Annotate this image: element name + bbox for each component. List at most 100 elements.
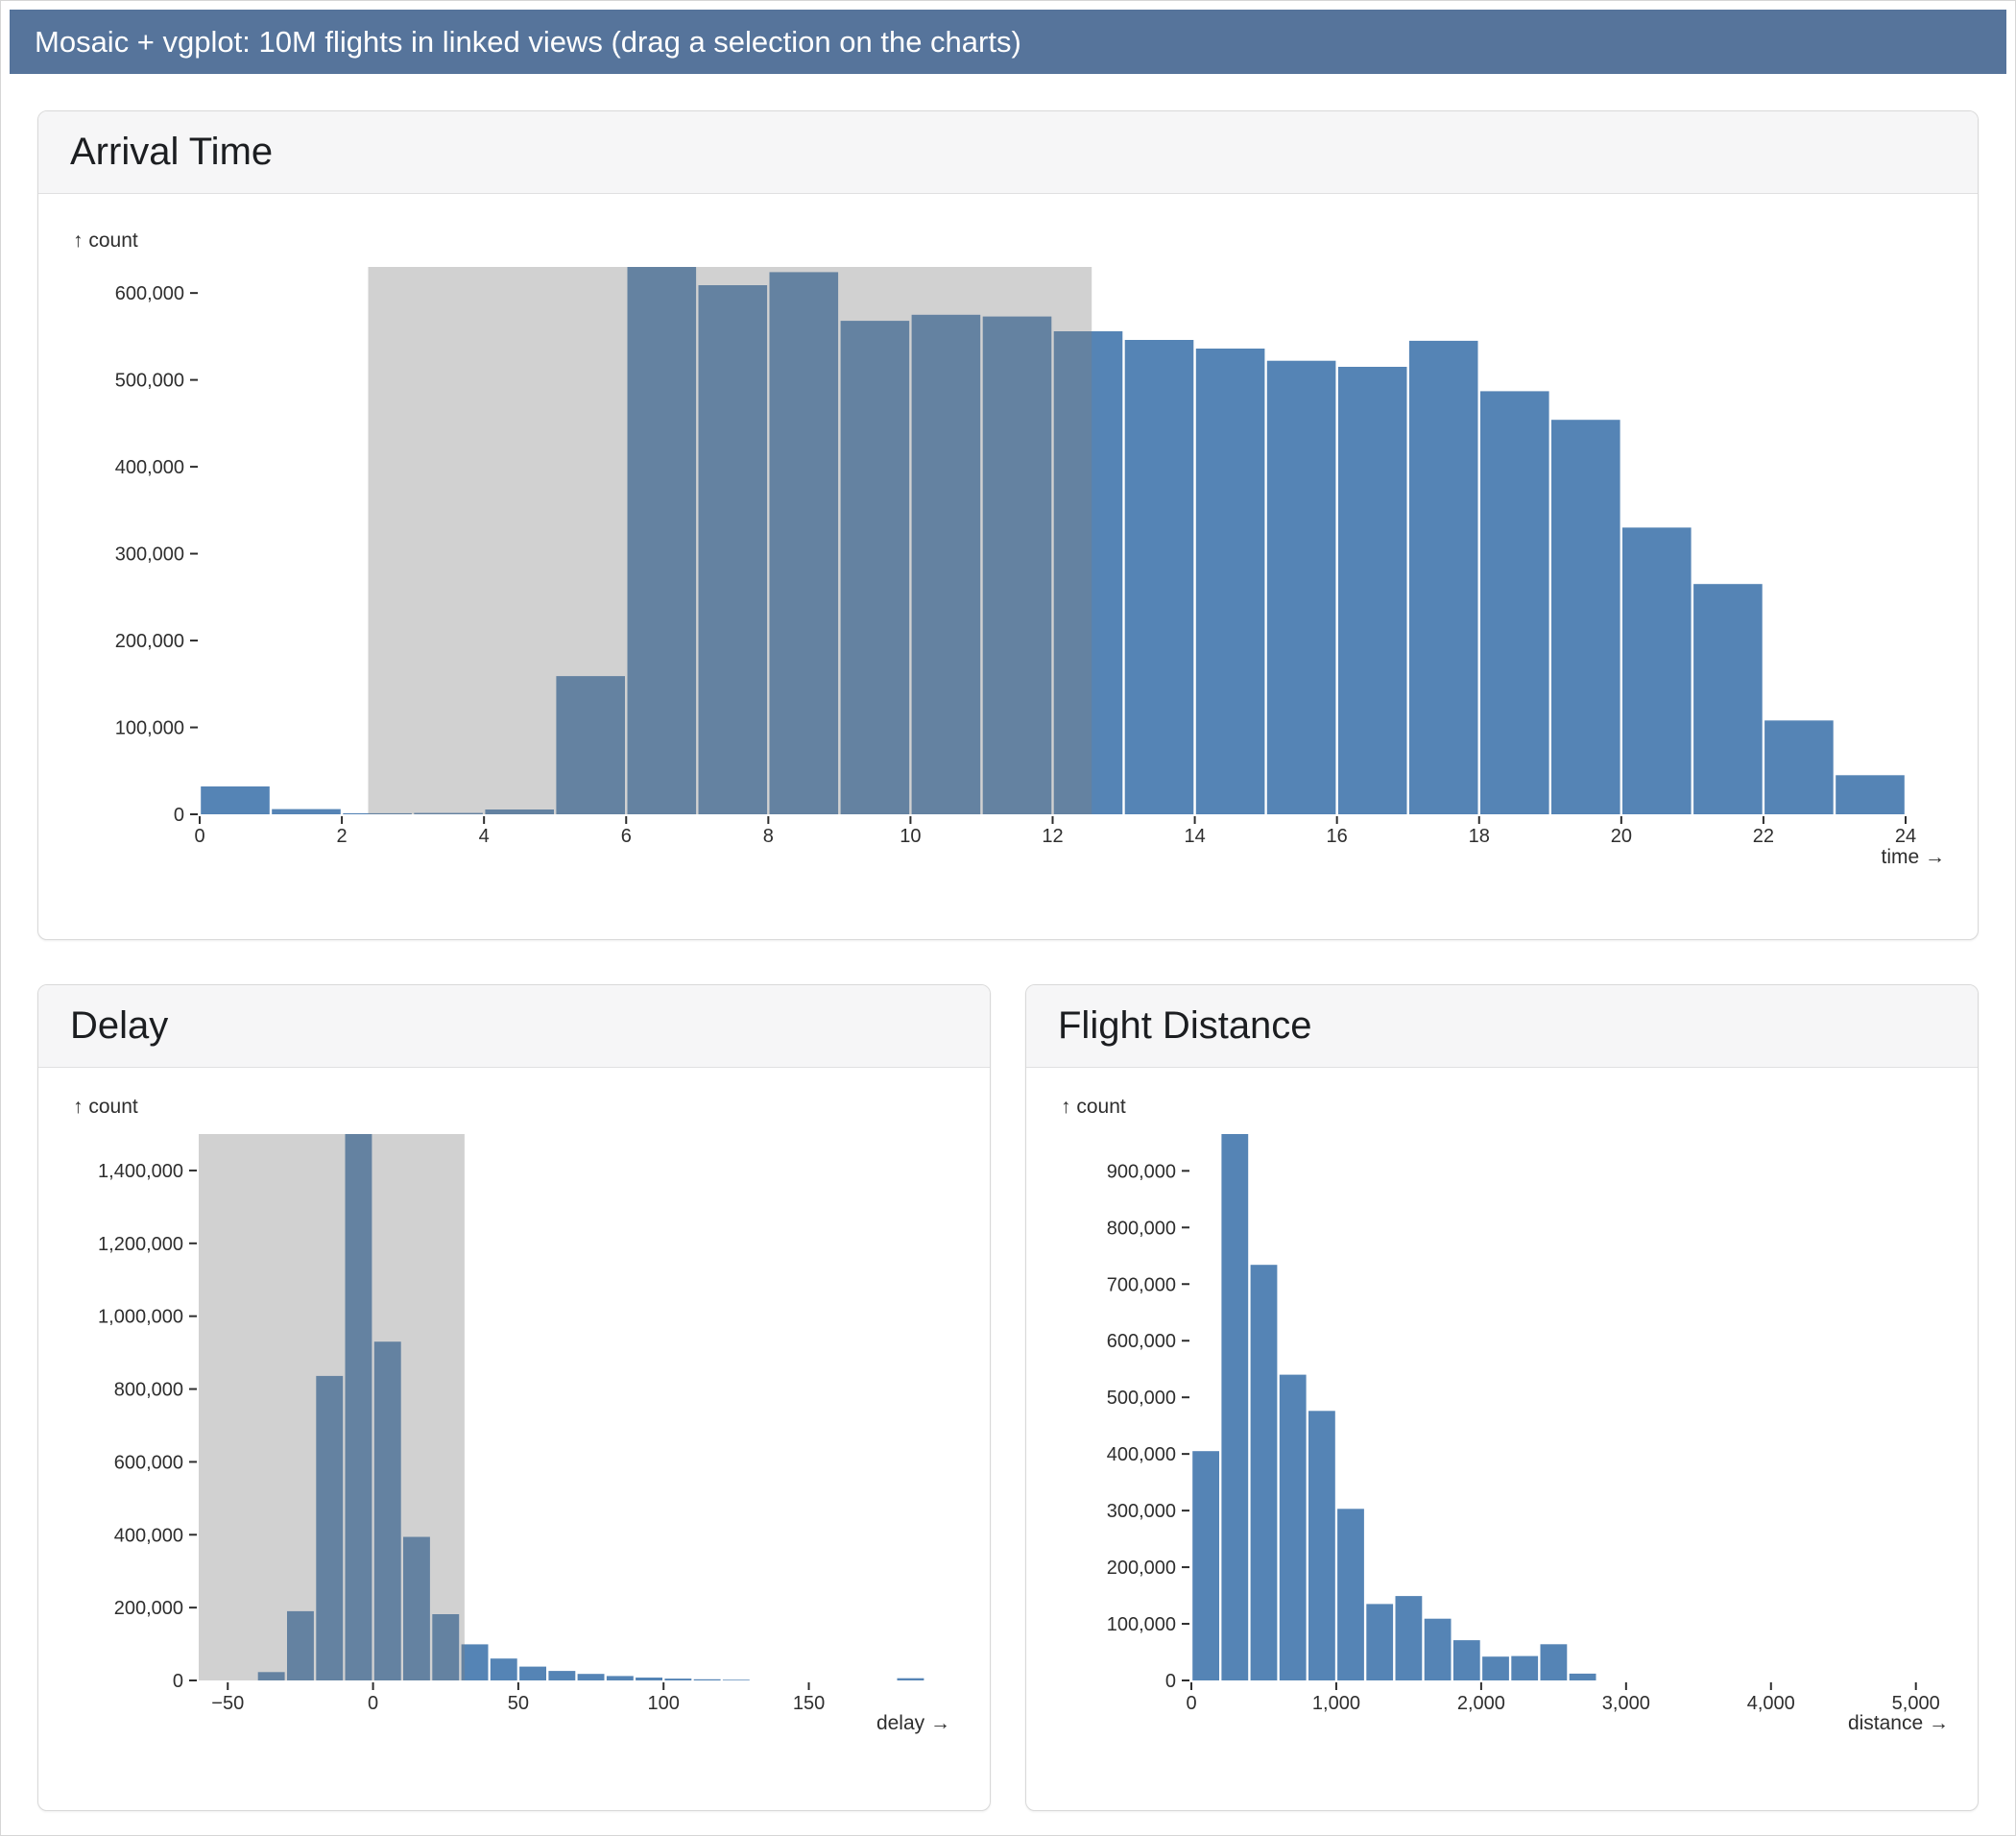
app-title: Mosaic + vgplot: 10M flights in linked v…	[35, 24, 1021, 59]
y-axis: 0 200,000 400,000 600,000 800,000 1,000,000 1,…	[98, 1161, 197, 1692]
x-tick-label: 150	[793, 1693, 825, 1714]
x-axis: −50 0 50 100 150	[211, 1682, 825, 1714]
x-tick-label: 14	[1184, 826, 1205, 847]
y-tick-label: 1,200,000	[98, 1234, 183, 1255]
y-tick-label: 100,000	[115, 718, 184, 739]
x-tick-label: 100	[648, 1693, 680, 1714]
y-axis: 0 100,000 200,000 300,000 400,000 500,000 600,…	[1107, 1161, 1189, 1692]
bar	[414, 812, 483, 814]
y-tick-label: 600,000	[114, 1452, 183, 1473]
dashboard: Arrival Time 0 100,000 200,000 300,000 400,0…	[10, 110, 2006, 1811]
bar	[769, 272, 839, 814]
bar	[1569, 1673, 1596, 1680]
flight-distance-card: Flight Distance 0 100,000 200,000 300,000 40…	[1025, 984, 1979, 1811]
y-tick-label: 600,000	[1107, 1331, 1176, 1352]
bar	[1452, 1640, 1480, 1680]
bar	[1124, 340, 1194, 814]
delay-card: Delay 0 200,000 400,000 600,000 800,000 1,000…	[37, 984, 991, 1811]
x-tick-label: 12	[1042, 826, 1063, 847]
y-tick-label: 500,000	[115, 371, 184, 392]
bar	[1192, 1451, 1219, 1680]
flight-distance-card-body: 0 100,000 200,000 300,000 400,000 500,000 600,…	[1026, 1068, 1978, 1810]
y-tick-label: 100,000	[1107, 1614, 1176, 1635]
bar	[272, 809, 341, 814]
delay-histogram[interactable]: 0 200,000 400,000 600,000 800,000 1,000,000 1,…	[38, 1068, 991, 1810]
bar	[1337, 1509, 1364, 1680]
y-tick-label: 300,000	[1107, 1501, 1176, 1522]
count-axis-label: ↑ count	[73, 230, 138, 252]
brush-selection[interactable]	[199, 1134, 465, 1680]
bar	[722, 1679, 750, 1680]
bar	[201, 786, 270, 814]
y-tick-label: 400,000	[1107, 1444, 1176, 1465]
count-axis-label: ↑ count	[73, 1096, 138, 1118]
bar	[490, 1658, 517, 1680]
bar	[982, 316, 1052, 815]
bar	[1551, 420, 1620, 814]
delay-card-body: 0 200,000 400,000 600,000 800,000 1,000,000 1,…	[38, 1068, 990, 1810]
bar	[316, 1375, 344, 1680]
x-axis-title: delay →	[876, 1712, 950, 1734]
bottom-row: Delay 0 200,000 400,000 600,000 800,000 1,000…	[37, 984, 1979, 1811]
delay-card-title: Delay	[70, 1004, 169, 1047]
x-tick-label: 0	[368, 1693, 378, 1714]
bar	[345, 1134, 372, 1680]
bar	[840, 321, 910, 815]
bar	[1279, 1374, 1307, 1680]
y-tick-label: 700,000	[1107, 1274, 1176, 1295]
y-tick-label: 400,000	[115, 457, 184, 478]
bar	[343, 812, 412, 814]
bar	[1622, 527, 1692, 814]
arrival-time-histogram[interactable]: 0 100,000 200,000 300,000 400,000 500,000 600,…	[38, 194, 1979, 939]
y-tick-label: 800,000	[1107, 1218, 1176, 1239]
x-tick-label: 4,000	[1747, 1693, 1795, 1714]
flight-distance-card-title: Flight Distance	[1058, 1004, 1312, 1047]
y-tick-label: 200,000	[115, 631, 184, 652]
histogram-bars	[257, 1134, 924, 1680]
bar	[1250, 1265, 1278, 1680]
bar	[1221, 1134, 1249, 1680]
y-tick-label: 500,000	[1107, 1388, 1176, 1409]
bar	[373, 1341, 401, 1680]
bar	[519, 1666, 546, 1680]
x-tick-label: 6	[621, 826, 632, 847]
bar	[1511, 1655, 1539, 1680]
y-tick-label: 600,000	[115, 283, 184, 304]
bar	[698, 285, 768, 814]
bar	[664, 1679, 692, 1680]
arrival-time-card: Arrival Time 0 100,000 200,000 300,000 400,0…	[37, 110, 1979, 940]
x-tick-label: 0	[1186, 1693, 1196, 1714]
x-tick-label: 22	[1753, 826, 1774, 847]
arrival-time-card-header: Arrival Time	[38, 111, 1978, 194]
bar	[577, 1674, 605, 1680]
brush-selection[interactable]	[368, 267, 1092, 814]
x-axis: 0 2 4 6 8 10 12 14 16 18 20 22 24	[194, 816, 1916, 847]
y-tick-label: 300,000	[115, 544, 184, 566]
y-tick-label: 1,000,000	[98, 1307, 183, 1328]
bar	[1366, 1604, 1394, 1680]
x-axis-title: time →	[1881, 846, 1945, 868]
y-axis: 0 100,000 200,000 300,000 400,000 500,000 600,…	[115, 283, 198, 826]
x-axis-title: distance →	[1848, 1712, 1949, 1734]
bar	[1480, 391, 1549, 814]
count-axis-label: ↑ count	[1061, 1096, 1126, 1118]
x-tick-label: 20	[1611, 826, 1632, 847]
bar	[1395, 1596, 1423, 1680]
bar	[1764, 720, 1834, 814]
bar	[636, 1678, 662, 1680]
bar	[693, 1679, 721, 1680]
x-tick-label: 5,000	[1892, 1693, 1940, 1714]
histogram-bars	[201, 267, 1905, 815]
x-axis: 0 1,000 2,000 3,000 4,000 5,000	[1186, 1682, 1940, 1714]
bar	[1266, 360, 1336, 814]
flight-distance-histogram[interactable]: 0 100,000 200,000 300,000 400,000 500,000 600,…	[1026, 1068, 1979, 1810]
bar	[1308, 1411, 1335, 1680]
flight-distance-card-header: Flight Distance	[1026, 985, 1978, 1068]
x-tick-label: 2	[337, 826, 348, 847]
y-tick-label: 400,000	[114, 1525, 183, 1546]
app-titlebar: Mosaic + vgplot: 10M flights in linked v…	[10, 10, 2006, 74]
bar	[556, 676, 625, 814]
x-tick-label: 16	[1327, 826, 1348, 847]
x-tick-label: 8	[763, 826, 774, 847]
delay-card-header: Delay	[38, 985, 990, 1068]
